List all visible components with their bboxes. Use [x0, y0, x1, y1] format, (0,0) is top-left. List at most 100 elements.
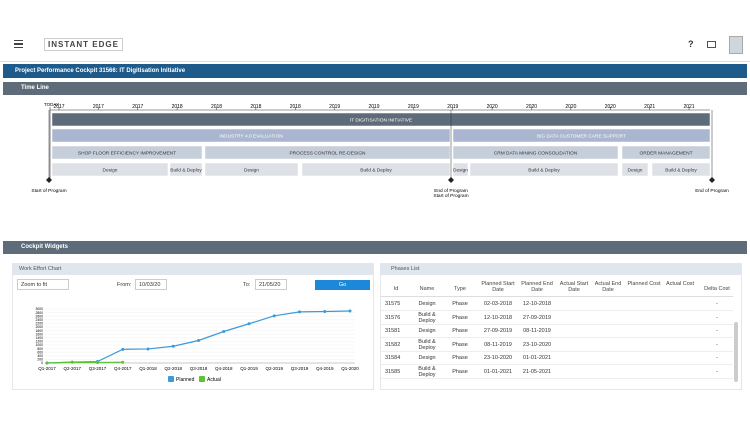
timeline-bar-label: SHOP FLOOR EFFICIENCY IMPROVEMENT	[78, 151, 176, 157]
column-header: Actual Cost	[665, 281, 695, 287]
mail-button[interactable]	[707, 41, 716, 48]
timeline-bar-label: PROCESS CONTROL RE-DESIGN	[289, 151, 366, 157]
table-cell: 01-01-2021	[522, 355, 552, 361]
table-cell: Phase	[452, 341, 468, 348]
year-label: 2019	[447, 104, 458, 110]
table-cell: Phase	[452, 328, 468, 334]
timeline-bar	[51, 162, 169, 177]
table-cell: 12-10-2018	[522, 301, 552, 307]
from-input[interactable]: 10/03/20	[135, 279, 167, 290]
table-cell: Phase	[452, 355, 468, 361]
year-label: 2019	[408, 104, 419, 110]
year-label: 2020	[565, 104, 576, 110]
timeline-bar	[621, 145, 711, 160]
table-cell: -	[716, 301, 718, 307]
table-cell: 27-09-2019	[522, 314, 552, 321]
table-cell: Design	[418, 328, 436, 334]
timeline-bar-label: INDUSTRY 4.0 EVALUATION	[219, 134, 283, 140]
timeline-bar-label: Build & Deploy	[170, 168, 202, 174]
table-cell: 31585	[385, 368, 401, 375]
timeline-bar	[301, 162, 451, 177]
menu-button[interactable]	[14, 40, 23, 48]
table-cell: 27-09-2019	[483, 328, 513, 334]
timeline-bar-label: Build & Deploy	[360, 168, 392, 174]
timeline-bar	[51, 145, 203, 160]
table-cell: Build & Deploy	[418, 338, 436, 351]
column-header: Name	[419, 286, 435, 292]
timeline-bar-label: Design	[628, 168, 643, 174]
row-divider	[381, 337, 733, 338]
help-button[interactable]: ?	[688, 39, 694, 49]
table-cell: Build & Deploy	[418, 365, 436, 378]
column-header: Actual End Date	[594, 281, 622, 293]
column-header: Planned End Date	[521, 281, 553, 293]
milestone	[709, 177, 715, 183]
table-cell: Phase	[452, 301, 468, 307]
table-cell: -	[716, 314, 718, 321]
timeline-bar	[204, 162, 299, 177]
year-label: 2021	[683, 104, 694, 110]
avatar[interactable]	[729, 36, 743, 54]
year-label: 2020	[487, 104, 498, 110]
year-label: 2018	[211, 104, 222, 110]
timeline-bar-label: Build & Deploy	[528, 168, 560, 174]
table-cell: Phase	[452, 314, 468, 321]
year-label: 2020	[605, 104, 616, 110]
table-cell: Phase	[452, 368, 468, 375]
table-cell: -	[716, 328, 718, 334]
year-label: 2019	[368, 104, 379, 110]
row-divider	[381, 364, 733, 365]
logo[interactable]: INSTANT EDGE	[44, 38, 123, 51]
zoom-select[interactable]: Zoom to fit	[17, 279, 69, 290]
milestone	[46, 177, 52, 183]
timeline-header[interactable]: Time Line	[3, 82, 747, 95]
year-label: 2021	[644, 104, 655, 110]
table-cell: 08-11-2019	[484, 341, 512, 348]
timeline-bar-label: CRM DATA MINING CONSOLIDATION	[494, 151, 578, 157]
timeline-bar	[51, 112, 711, 127]
timeline-bar	[204, 145, 451, 160]
table-cell: -	[716, 341, 718, 348]
table-cell: 23-10-2020	[522, 341, 552, 348]
row-divider	[381, 377, 733, 379]
table-cell: 21-05-2021	[522, 368, 552, 375]
table-cell: 31584	[385, 355, 401, 361]
year-label: 2020	[526, 104, 537, 110]
table-cell: 31582	[385, 341, 401, 348]
column-header: Planned Cost	[627, 281, 661, 287]
milestone-label: Start of Program	[31, 188, 66, 194]
panel-title: Work Effort Chart	[13, 264, 373, 275]
column-header: Delta Cost	[704, 286, 730, 292]
table-cell: 23-10-2020	[483, 355, 513, 361]
widgets-header[interactable]: Cockpit Widgets	[3, 241, 747, 254]
timeline-bar	[651, 162, 711, 177]
scrollbar[interactable]	[734, 322, 738, 382]
header-divider	[381, 296, 733, 297]
timeline-bar-label: Build & Deploy	[665, 168, 697, 174]
timeline-bar-label: Design	[453, 168, 468, 174]
table-cell: Build & Deploy	[418, 311, 436, 324]
year-label: 2018	[250, 104, 261, 110]
milestone-label: Start of Program	[433, 193, 468, 199]
timeline-bar-label: BIG DATA CUSTOMER CARE SUPPORT	[537, 134, 626, 140]
timeline-bar	[621, 162, 649, 177]
timeline-bar	[452, 145, 619, 160]
effort-panel: Work Effort Chart Zoom to fit From: 10/0…	[12, 263, 374, 390]
timeline-bar	[469, 162, 619, 177]
year-label: 2017	[53, 104, 64, 110]
table-cell: Design	[418, 355, 436, 361]
go-button[interactable]: Go	[315, 280, 370, 290]
table-cell: 02-03-2018	[483, 301, 513, 307]
to-input[interactable]: 21/05/20	[255, 279, 287, 290]
project-title: Project Performance Cockpit 31566: IT Di…	[3, 64, 747, 78]
timeline-bar-label: Design	[244, 168, 259, 174]
timeline-bar-label: IT DIGITISATION INITIATIVE	[350, 118, 412, 124]
column-header: Planned Start Date	[481, 281, 515, 293]
column-header: Id	[393, 286, 399, 292]
today-label: TODAY	[44, 102, 59, 107]
to-label: To:	[243, 282, 251, 288]
table-cell: 31581	[385, 328, 401, 334]
table-cell: Design	[418, 301, 436, 307]
